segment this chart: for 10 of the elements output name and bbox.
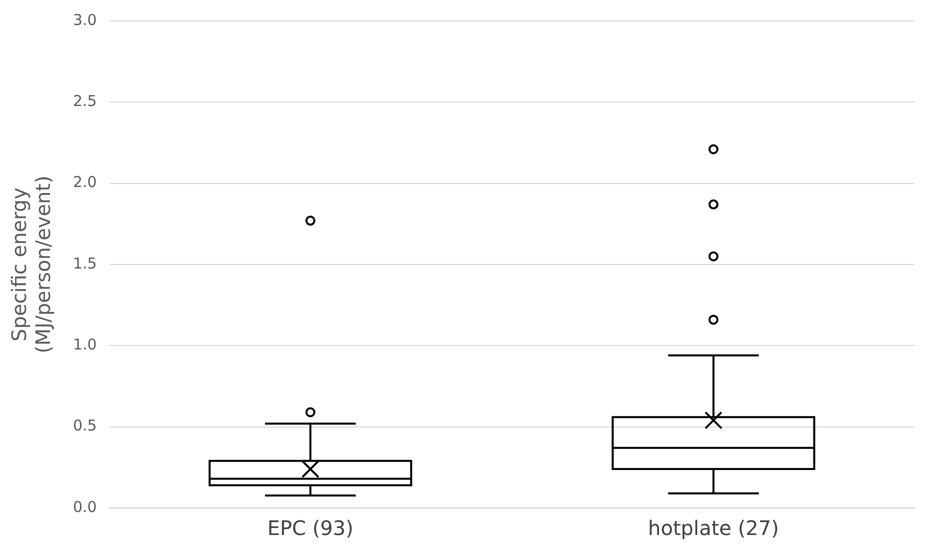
y-tick-label: 1.5 — [72, 254, 97, 272]
x-tick-label: EPC (93) — [267, 516, 354, 540]
y-tick-label: 3.0 — [72, 10, 97, 29]
y-tick-label: 0.0 — [72, 498, 97, 516]
y-tick-label: 2.5 — [72, 92, 97, 110]
y-tick-label: 1.0 — [72, 336, 97, 354]
y-tick-label: 0.5 — [72, 416, 97, 435]
x-tick-label: hotplate (27) — [648, 516, 779, 540]
y-tick-label: 2.0 — [72, 173, 97, 192]
y-axis-title: Specific energy (MJ/person/event) — [7, 176, 56, 354]
